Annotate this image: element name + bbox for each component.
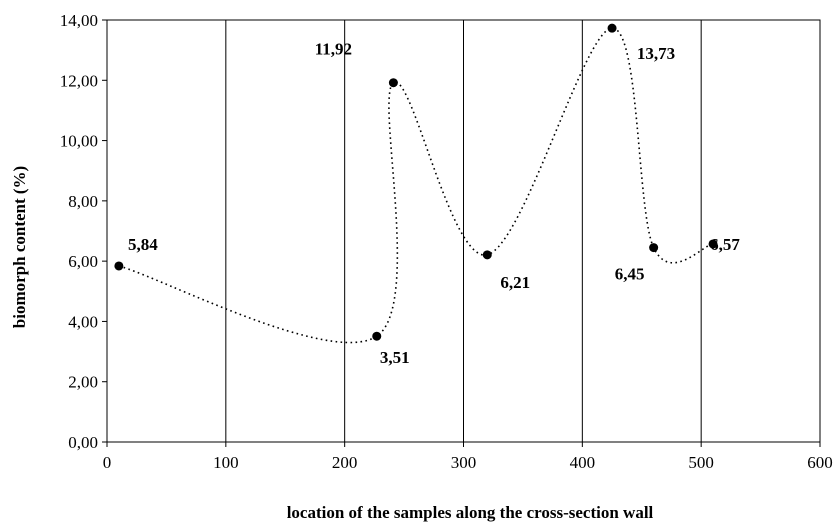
x-axis-title: location of the samples along the cross-… — [287, 503, 654, 522]
y-tick-label: 8,00 — [68, 192, 98, 211]
x-tick-label: 400 — [570, 453, 596, 472]
y-axis-title: biomorph content (%) — [10, 166, 29, 328]
data-point — [388, 78, 398, 88]
x-tick-label: 500 — [688, 453, 714, 472]
data-label: 6,57 — [710, 235, 740, 254]
data-points — [114, 23, 718, 341]
data-labels: 5,84 3,51 11,92 6,21 13,73 6,45 6,57 — [128, 40, 740, 368]
data-label: 3,51 — [380, 348, 410, 367]
data-label: 5,84 — [128, 235, 158, 254]
data-point — [649, 243, 659, 253]
y-tick-label: 10,00 — [60, 132, 98, 151]
x-tick-label: 0 — [103, 453, 112, 472]
data-label: 6,21 — [500, 273, 530, 292]
data-point — [372, 331, 382, 341]
data-point — [607, 23, 617, 33]
data-point — [114, 261, 124, 271]
data-label: 13,73 — [637, 44, 675, 63]
y-tick-label: 2,00 — [68, 373, 98, 392]
x-tick-label: 300 — [451, 453, 477, 472]
y-axis-ticks: 0,00 2,00 4,00 6,00 8,00 10,00 12,00 14,00 — [60, 11, 107, 452]
data-label: 6,45 — [615, 265, 645, 284]
x-tick-label: 200 — [332, 453, 358, 472]
y-tick-label: 6,00 — [68, 252, 98, 271]
x-tick-label: 600 — [807, 453, 833, 472]
y-tick-label: 14,00 — [60, 11, 98, 30]
grid-lines — [225, 20, 702, 442]
data-point — [482, 250, 492, 260]
data-point — [708, 239, 718, 249]
y-tick-label: 4,00 — [68, 312, 98, 331]
series-line — [118, 27, 714, 344]
x-axis-ticks: 0 100 200 300 400 500 600 — [103, 442, 833, 472]
y-tick-label: 12,00 — [60, 71, 98, 90]
y-tick-label: 0,00 — [68, 433, 98, 452]
x-tick-label: 100 — [213, 453, 239, 472]
data-label: 11,92 — [315, 40, 352, 59]
